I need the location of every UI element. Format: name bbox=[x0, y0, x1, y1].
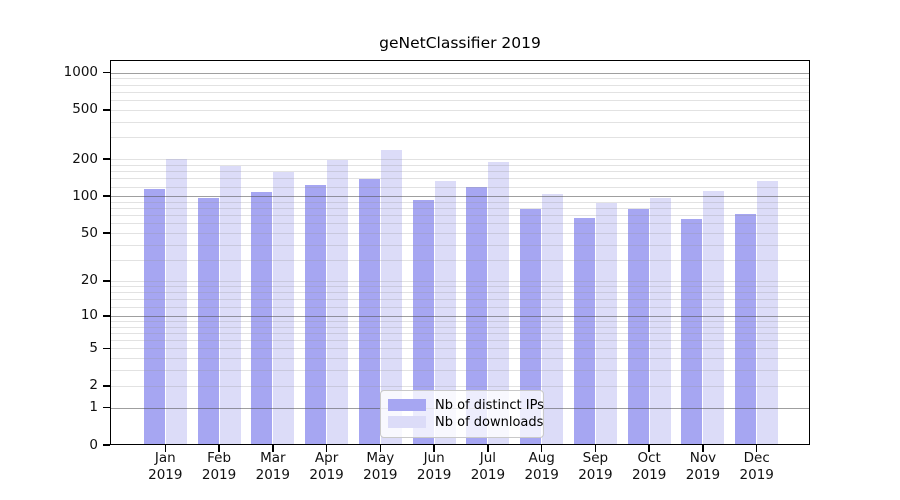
bar-downloads-apr bbox=[327, 159, 349, 445]
bar-distinct-ips-sep bbox=[573, 217, 595, 445]
bar-downloads-nov bbox=[703, 190, 725, 445]
bar-distinct-ips-oct bbox=[627, 209, 649, 445]
y-axis-tick bbox=[103, 158, 110, 160]
x-tick-label-sep: Sep 2019 bbox=[578, 450, 613, 483]
bar-downloads-mar bbox=[273, 172, 295, 445]
bar-downloads-oct bbox=[649, 197, 671, 445]
bar-downloads-jan bbox=[165, 159, 187, 445]
y-tick-label: 0 bbox=[89, 436, 98, 453]
legend-item-distinct-ips: Nb of distinct IPs bbox=[388, 397, 544, 413]
chart-title: geNetClassifier 2019 bbox=[379, 34, 541, 52]
y-tick-label: 1000 bbox=[63, 64, 98, 81]
y-tick-label: 200 bbox=[72, 150, 98, 167]
y-axis-tick bbox=[103, 444, 110, 446]
x-axis-tick bbox=[594, 445, 597, 452]
x-axis-tick bbox=[164, 445, 167, 452]
x-axis-tick bbox=[379, 445, 382, 452]
legend-label-distinct-ips: Nb of distinct IPs bbox=[435, 397, 544, 413]
x-tick-label-jul: Jul 2019 bbox=[470, 450, 506, 483]
bar-downloads-feb bbox=[219, 165, 241, 445]
bar-distinct-ips-feb bbox=[197, 198, 219, 445]
bar-distinct-ips-jul bbox=[466, 186, 488, 445]
x-tick-label-nov: Nov 2019 bbox=[685, 450, 721, 483]
plot-area bbox=[110, 60, 810, 445]
x-tick-label-apr: Apr 2019 bbox=[309, 450, 344, 483]
bar-downloads-jun bbox=[434, 180, 456, 445]
bar-distinct-ips-jun bbox=[412, 199, 434, 445]
y-axis-tick bbox=[103, 109, 110, 111]
bar-distinct-ips-aug bbox=[520, 209, 542, 445]
bar-distinct-ips-mar bbox=[251, 192, 273, 445]
y-axis-tick bbox=[103, 406, 110, 409]
y-tick-label: 1 bbox=[89, 399, 98, 416]
bar-distinct-ips-jan bbox=[143, 189, 165, 445]
x-axis-tick bbox=[218, 445, 220, 452]
x-axis-tick bbox=[540, 445, 543, 452]
bar-downloads-sep bbox=[595, 203, 617, 445]
x-axis-tick bbox=[325, 445, 328, 452]
x-axis-tick bbox=[755, 445, 758, 452]
y-tick-label: 5 bbox=[89, 339, 98, 356]
legend-item-downloads: Nb of downloads bbox=[388, 414, 543, 430]
x-tick-label-jan: Jan 2019 bbox=[148, 450, 183, 483]
bar-downloads-aug bbox=[542, 194, 564, 445]
x-tick-label-feb: Feb 2019 bbox=[201, 450, 237, 483]
y-tick-label: 50 bbox=[80, 224, 98, 241]
x-tick-label-mar: Mar 2019 bbox=[255, 450, 290, 483]
y-axis-tick bbox=[103, 315, 110, 317]
y-axis-tick bbox=[103, 71, 110, 74]
y-axis-tick bbox=[103, 347, 110, 350]
y-tick-label: 20 bbox=[80, 272, 98, 289]
bar-downloads-dec bbox=[757, 181, 779, 445]
bar-downloads-jul bbox=[488, 161, 510, 445]
bar-distinct-ips-may bbox=[358, 178, 380, 445]
x-axis-tick bbox=[272, 445, 274, 452]
x-tick-label-jun: Jun 2019 bbox=[416, 450, 452, 483]
legend: Nb of distinct IPs Nb of downloads bbox=[380, 390, 544, 438]
x-axis-tick bbox=[702, 445, 704, 452]
bar-distinct-ips-nov bbox=[681, 219, 703, 445]
legend-swatch-downloads bbox=[388, 416, 426, 428]
x-tick-label-aug: Aug 2019 bbox=[524, 450, 559, 483]
x-axis-tick bbox=[648, 445, 650, 452]
y-tick-label: 500 bbox=[72, 101, 98, 118]
y-axis-tick bbox=[103, 232, 110, 234]
x-tick-label-may: May 2019 bbox=[363, 450, 398, 483]
y-tick-label: 2 bbox=[89, 377, 98, 394]
legend-label-downloads: Nb of downloads bbox=[435, 414, 544, 430]
legend-swatch-distinct-ips bbox=[388, 399, 426, 411]
bars-layer bbox=[110, 60, 810, 445]
y-tick-label: 10 bbox=[80, 307, 98, 324]
bar-downloads-may bbox=[380, 150, 402, 445]
x-axis-tick bbox=[433, 445, 435, 452]
y-tick-label: 100 bbox=[72, 187, 98, 204]
bar-distinct-ips-dec bbox=[735, 213, 757, 445]
y-axis-tick bbox=[103, 280, 110, 282]
y-axis-tick bbox=[103, 385, 110, 387]
bar-distinct-ips-apr bbox=[305, 185, 327, 445]
x-tick-label-dec: Dec 2019 bbox=[739, 450, 774, 483]
y-axis-tick bbox=[103, 195, 110, 197]
x-tick-label-oct: Oct 2019 bbox=[631, 450, 667, 483]
x-axis-tick bbox=[487, 445, 489, 452]
